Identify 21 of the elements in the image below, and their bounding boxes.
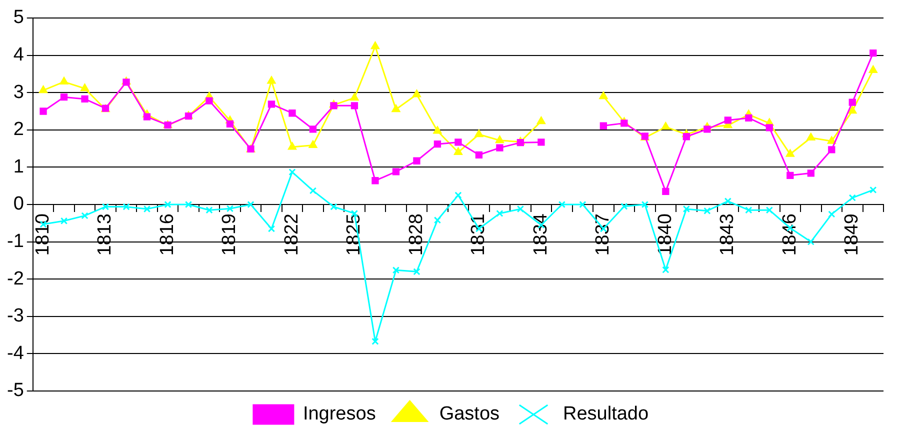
x-tick-label: 1819 — [219, 214, 240, 256]
y-tick-label: 1 — [13, 156, 24, 178]
y-tick-label: -4 — [6, 342, 24, 364]
y-tick-label: 3 — [13, 82, 24, 103]
legend-label: Gastos — [439, 404, 500, 425]
y-tick-label: 2 — [13, 119, 24, 140]
x-tick-label: 1822 — [281, 214, 302, 256]
y-tick-label: 5 — [13, 7, 24, 28]
y-tick-label: 4 — [13, 44, 24, 66]
x-tick-label: 1813 — [94, 214, 116, 256]
y-tick-label: -5 — [6, 380, 24, 402]
x-tick-label: 1828 — [406, 214, 427, 256]
x-tick-label: 1816 — [156, 214, 178, 256]
legend-label: Ingresos — [302, 404, 376, 425]
x-tick-label: 1849 — [842, 214, 863, 256]
y-tick-label: -1 — [6, 231, 24, 252]
y-tick-label: 0 — [13, 194, 24, 215]
legend-label: Resultado — [563, 404, 649, 425]
y-tick-label: -2 — [6, 268, 24, 290]
x-tick-label: 1843 — [717, 214, 738, 256]
y-tick-label: -3 — [6, 306, 24, 327]
